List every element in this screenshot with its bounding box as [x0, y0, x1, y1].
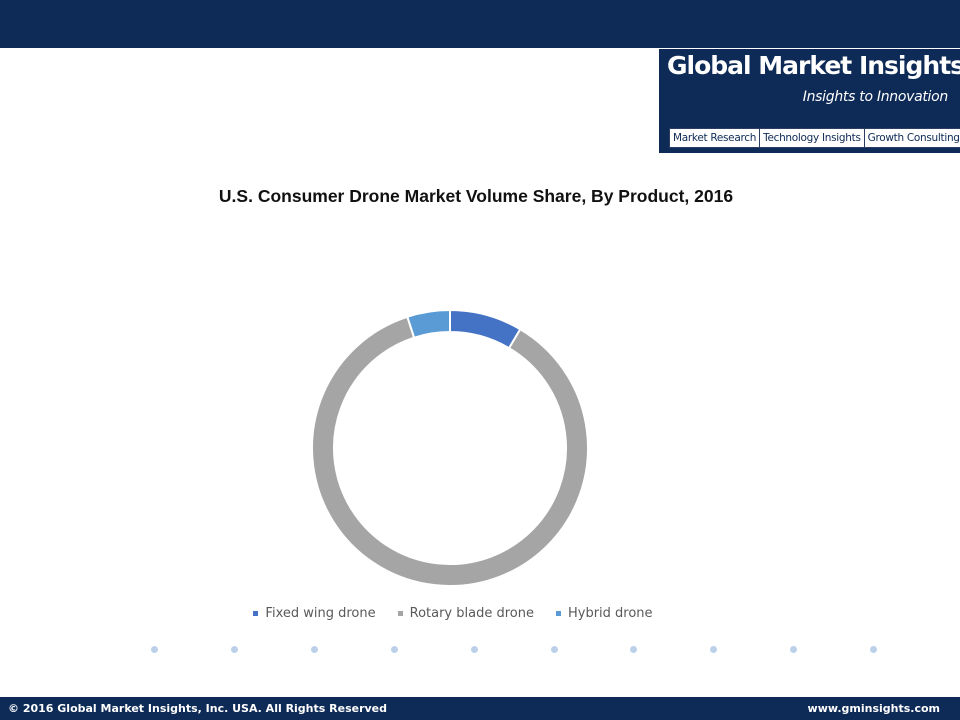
decorative-dot	[550, 646, 558, 653]
footer-website[interactable]: www.gminsights.com	[807, 702, 940, 715]
decorative-dot	[151, 646, 158, 653]
chart-legend: Fixed wing drone Rotary blade drone Hybrid…	[0, 606, 906, 621]
decorative-dot	[230, 646, 238, 653]
logo-tagline: Insights to Innovation	[802, 89, 949, 105]
chart-title: U.S. Consumer Drone Market Volume Share,…	[218, 186, 734, 206]
logo-tab-growth-consulting: Growth Consulting	[867, 132, 960, 144]
decorative-dot	[710, 646, 718, 653]
logo-tab-technology-insights: Technology Insights	[760, 129, 865, 147]
donut-slice-hybrid-drone	[406, 308, 451, 339]
legend-item: Rotary blade drone	[397, 606, 534, 621]
decorative-dot	[790, 646, 798, 653]
decorative-dot	[390, 646, 398, 653]
donut-slice-rotary-blade-drone	[311, 315, 589, 587]
decorative-dot	[470, 646, 478, 653]
decorative-dot	[310, 646, 318, 653]
legend-item: Fixed wing drone	[253, 606, 376, 621]
footer-bar: © 2016 Global Market Insights, Inc. USA.…	[0, 697, 960, 720]
decorative-dot	[630, 646, 638, 653]
legend-swatch	[397, 611, 403, 616]
legend-label: Hybrid drone	[567, 606, 653, 621]
logo-tabs: Market Research Technology Insights Grow…	[669, 128, 960, 148]
decorative-dot	[870, 646, 878, 653]
legend-item: Hybrid drone	[555, 606, 653, 621]
top-banner	[0, 0, 960, 48]
company-logo: Global Market Insights Insights to Innov…	[659, 49, 960, 153]
footer-copyright: © 2016 Global Market Insights, Inc. USA.…	[8, 702, 388, 715]
donut-slice-fixed-wing-drone	[449, 308, 522, 350]
legend-swatch	[555, 611, 561, 616]
logo-tab-market-research: Market Research	[670, 129, 761, 147]
legend-swatch	[253, 611, 259, 616]
legend-label: Rotary blade drone	[409, 606, 534, 621]
legend-label: Fixed wing drone	[265, 606, 376, 621]
slide-dots	[0, 646, 960, 656]
logo-title: Global Market Insights	[667, 51, 960, 80]
